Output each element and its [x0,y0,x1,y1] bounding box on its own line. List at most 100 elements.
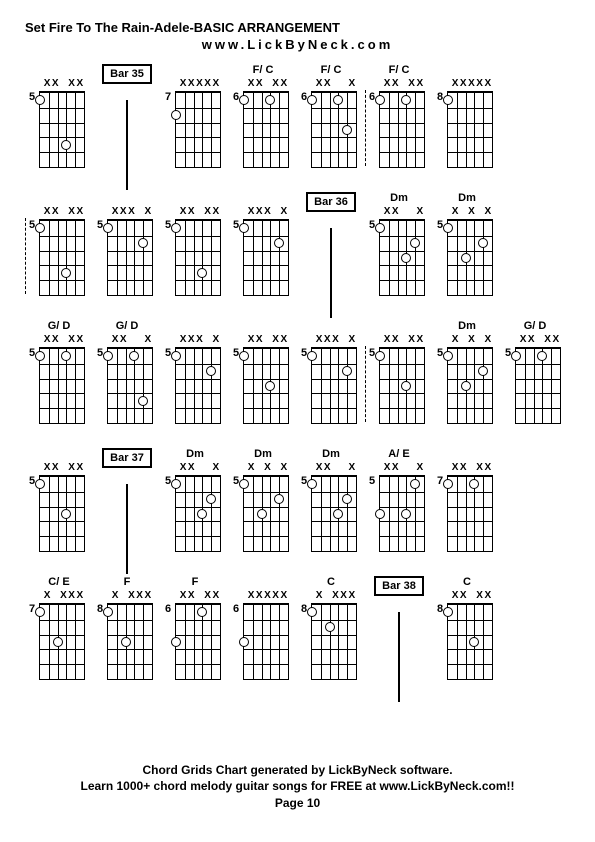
chord-name [57,448,60,462]
chord-name: C [463,576,471,590]
finger-dot [401,381,411,391]
chord-cell: F X XXX8 [93,576,161,704]
fret-number: 6 [165,603,171,615]
dashed-barline [25,218,26,294]
finger-dot [121,637,131,647]
fretboard-diagram [311,603,357,680]
finger-dot [307,607,317,617]
finger-dot [333,95,343,105]
finger-dot [478,238,488,248]
fretboard-diagram [175,219,221,296]
fretboard-diagram [311,91,357,168]
chord-cell: A/ E XX X5 [365,448,433,576]
chord-name [465,448,468,462]
chord-cell: Dm XX X5 [365,192,433,320]
chord-cell: F/ C XX XX6 [229,64,297,192]
mute-row: XX XX [35,79,83,91]
mute-row: XX XX [239,335,287,347]
finger-dot [410,238,420,248]
chord-name [57,64,60,78]
fretboard-diagram [379,219,425,296]
finger-dot [461,253,471,263]
finger-dot [171,479,181,489]
fret-number: 7 [165,91,171,103]
finger-dot [511,351,521,361]
blank-cell [501,448,569,576]
chord-name: F [124,576,131,590]
fretboard-diagram [447,219,493,296]
chord-cell: Dm XX X5 [297,448,365,576]
mute-row: XXX X [307,335,355,347]
chord-cell: XXX X5 [161,320,229,448]
chord-name: F [192,576,199,590]
fretboard-diagram [311,475,357,552]
barline [398,612,400,702]
chord-name: C/ E [48,576,69,590]
mute-row: XX XX [35,207,83,219]
chord-cell: XX XX7 [433,448,501,576]
finger-dot [35,223,45,233]
fretboard-diagram [175,91,221,168]
chord-cell: XX XX5 [161,192,229,320]
chord-name: Dm [458,192,476,206]
footer-line-1: Chord Grids Chart generated by LickByNec… [0,762,595,779]
barline [330,228,332,318]
finger-dot [103,607,113,617]
finger-dot [197,509,207,519]
chord-cell: F/ C XX X6 [297,64,365,192]
bar-label: Bar 35 [102,64,152,84]
fretboard-diagram [243,475,289,552]
chord-name [57,192,60,206]
chord-name: Dm [254,448,272,462]
mute-row: XXXXX [443,79,491,91]
mute-row: XX XX [239,79,287,91]
finger-dot [401,509,411,519]
fretboard-diagram [107,603,153,680]
chord-cell: Dm X X X5 [433,192,501,320]
finger-dot [239,223,249,233]
dashed-barline [365,90,366,166]
fretboard-diagram [39,91,85,168]
finger-dot [443,479,453,489]
fretboard-diagram [379,91,425,168]
chord-cell: XX XX5 [25,192,93,320]
finger-dot [138,396,148,406]
fretboard-diagram [243,219,289,296]
finger-dot [35,479,45,489]
finger-dot [103,223,113,233]
chord-name: Dm [322,448,340,462]
mute-row: XX X [375,463,423,475]
finger-dot [197,607,207,617]
finger-dot [478,366,488,376]
mute-row: X X X [443,335,491,347]
mute-row: XX XX [375,79,423,91]
mute-row: XX X [103,335,151,347]
chord-cell: Dm X X X5 [433,320,501,448]
finger-dot [375,223,385,233]
finger-dot [410,479,420,489]
finger-dot [469,637,479,647]
chord-name: G/ D [48,320,71,334]
chord-cell: XX XX5 [229,320,297,448]
fretboard-diagram [175,347,221,424]
fretboard-diagram [39,475,85,552]
finger-dot [61,351,71,361]
chord-cell: XX XX5 [365,320,433,448]
finger-dot [171,637,181,647]
fretboard-diagram [311,347,357,424]
finger-dot [171,223,181,233]
chord-cell: F/ C XX XX6 [365,64,433,192]
finger-dot [325,622,335,632]
mute-row: X XXX [35,591,83,603]
blank-cell [501,192,569,320]
bar-marker-cell: Bar 35 [93,64,161,192]
blank-cell [501,64,569,192]
mute-row: X XXX [307,591,355,603]
mute-row: XX X [171,463,219,475]
fretboard-diagram [175,603,221,680]
chord-name: F/ C [389,64,410,78]
fretboard-diagram [379,347,425,424]
fretboard-diagram [107,347,153,424]
chord-name [193,320,196,334]
mute-row: XXX X [239,207,287,219]
